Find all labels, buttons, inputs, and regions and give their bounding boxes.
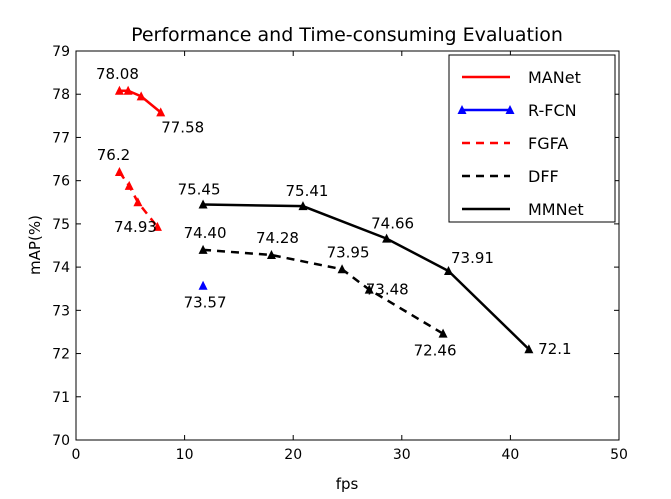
data-point [438, 328, 448, 338]
data-point [198, 244, 208, 254]
data-point [156, 107, 166, 117]
data-label: 74.93 [114, 218, 157, 236]
y-tick-label: 72 [52, 347, 70, 363]
y-tick-label: 77 [52, 130, 70, 146]
data-point [382, 233, 392, 243]
data-point [123, 85, 133, 95]
plot-frame [75, 50, 620, 441]
legend-label: DFF [528, 167, 559, 186]
y-tick-label: 75 [52, 217, 70, 233]
data-point [133, 197, 143, 207]
legend: MANet R-FCN FGFA DFF MMNet [448, 54, 616, 223]
y-axis-label: mAP(%) [26, 215, 44, 275]
series-line-manet [119, 89, 162, 114]
legend-item-r-fcn: R-FCN [457, 101, 577, 120]
series-dff: 74.40 74.28 73.95 73.48 72.46 [184, 224, 457, 360]
x-tick-label: 10 [176, 447, 194, 463]
data-label: 74.40 [184, 224, 227, 242]
data-point [114, 85, 124, 95]
y-tick-label: 76 [52, 174, 70, 190]
data-label: 75.45 [178, 180, 221, 198]
y-tick-label: 79 [52, 44, 70, 60]
legend-label: R-FCN [528, 101, 577, 120]
series-manet: 78.08 77.58 [96, 65, 204, 137]
series-line-mmnet [203, 203, 530, 351]
data-point [337, 264, 347, 274]
y-tick-label: 74 [52, 260, 70, 276]
legend-item-mmnet: MMNet [462, 200, 584, 219]
data-label: 72.46 [414, 342, 457, 360]
legend-item-manet: MANet [462, 68, 581, 87]
x-axis-label: fps [336, 475, 359, 493]
data-label: 78.08 [96, 65, 139, 83]
y-tick-label: 73 [52, 303, 70, 319]
data-point [524, 344, 534, 354]
data-point [124, 180, 134, 190]
data-label: 74.28 [256, 229, 299, 247]
data-point [136, 91, 146, 101]
data-point [198, 280, 208, 290]
data-point [364, 284, 374, 294]
data-label: 75.41 [285, 182, 328, 200]
legend-marker [457, 105, 467, 114]
legend-item-dff: DFF [462, 167, 559, 186]
x-tick-label: 30 [393, 447, 411, 463]
y-tick-label: 71 [52, 390, 70, 406]
legend-item-fgfa: FGFA [462, 134, 568, 153]
legend-label: MANet [528, 68, 581, 87]
data-label: 73.91 [451, 249, 494, 267]
data-label: 76.2 [97, 146, 130, 164]
legend-label: MMNet [528, 200, 584, 219]
data-label: 72.1 [538, 340, 571, 358]
series-r-fcn: 73.57 [184, 280, 227, 312]
legend-marker [505, 105, 515, 114]
data-point [298, 201, 308, 211]
legend-box [448, 54, 616, 223]
series-fgfa: 76.2 74.93 [97, 146, 162, 236]
x-tick-label: 0 [72, 447, 81, 463]
data-label: 77.58 [161, 118, 204, 136]
data-label: 74.66 [371, 215, 414, 233]
data-point [266, 250, 276, 260]
data-label: 73.57 [184, 294, 227, 312]
chart-title: Performance and Time-consuming Evaluatio… [131, 24, 563, 46]
y-tick-label: 78 [52, 87, 70, 103]
x-tick-label: 20 [284, 447, 302, 463]
data-point [443, 266, 453, 276]
data-point [152, 221, 162, 231]
data-label: 73.48 [366, 281, 409, 299]
series-mmnet: 75.45 75.41 74.66 73.91 72.1 [178, 180, 572, 358]
y-tick-label: 70 [52, 433, 70, 449]
data-point [114, 167, 124, 177]
axes: 0 10 20 30 40 50 70 71 72 73 74 75 76 77 78 79 [52, 44, 628, 463]
data-label: 73.95 [327, 243, 370, 261]
legend-label: FGFA [528, 134, 568, 153]
x-tick-label: 50 [610, 447, 628, 463]
x-tick-label: 40 [501, 447, 519, 463]
data-point [198, 199, 208, 209]
